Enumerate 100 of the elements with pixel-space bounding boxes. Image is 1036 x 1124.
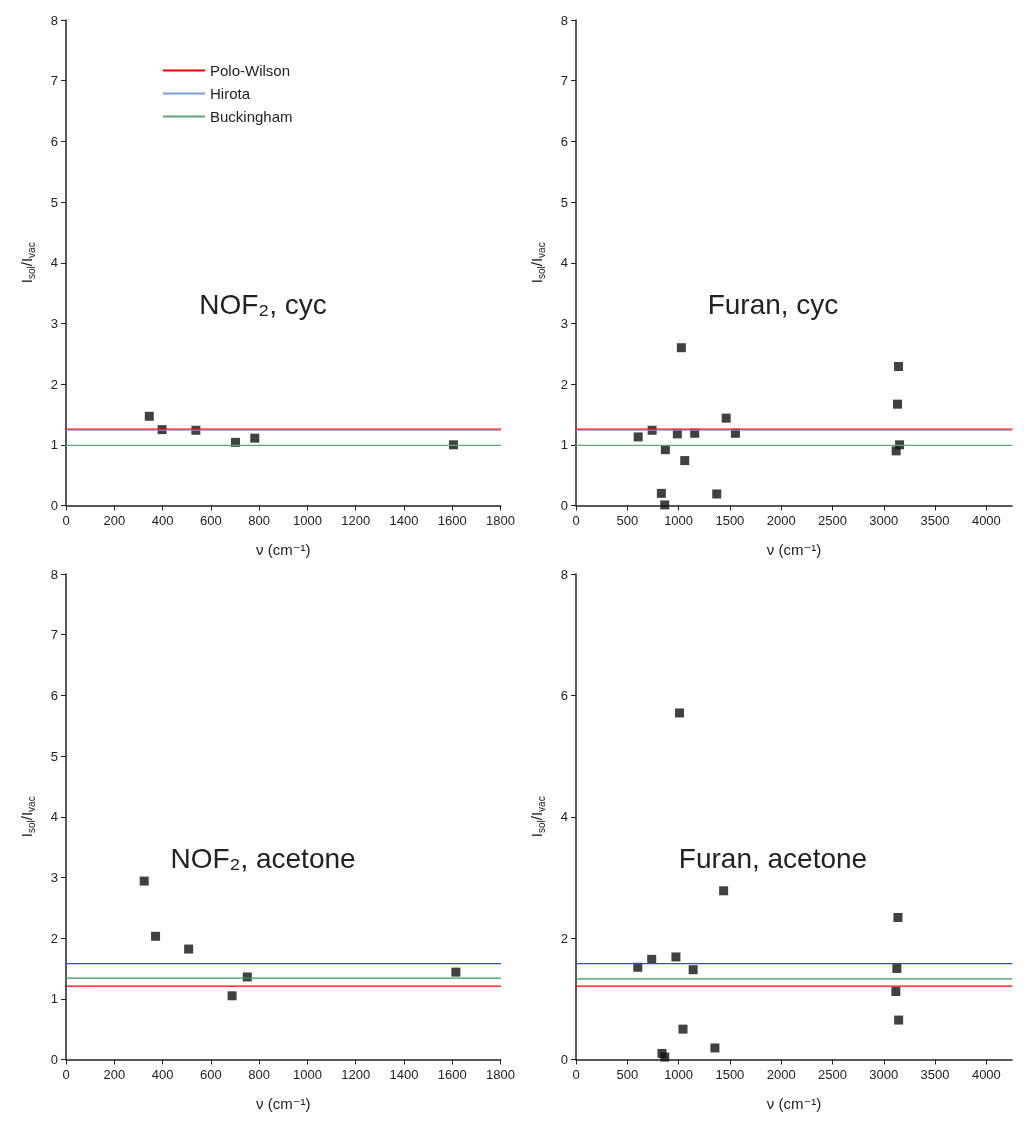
y-tick-label: 3 bbox=[50, 315, 58, 331]
x-axis-title: ν (cm⁻¹) bbox=[255, 541, 311, 558]
x-tick-label: 1000 bbox=[664, 1066, 694, 1082]
y-tick-label: 8 bbox=[560, 566, 568, 582]
y-tick-label: 4 bbox=[50, 255, 58, 271]
x-tick-label: 3500 bbox=[920, 512, 950, 528]
point bbox=[710, 1043, 720, 1053]
point bbox=[660, 1052, 670, 1062]
x-axis-title: ν (cm⁻¹) bbox=[766, 541, 822, 558]
point bbox=[891, 987, 901, 997]
x-tick-label: 800 bbox=[248, 512, 270, 528]
x-tick-label: 200 bbox=[103, 512, 126, 528]
point bbox=[675, 708, 685, 718]
y-tick-label: 4 bbox=[50, 809, 58, 825]
y-tick-label: 5 bbox=[560, 194, 568, 210]
y-tick-label: 7 bbox=[50, 73, 58, 89]
x-tick-label: 1600 bbox=[437, 512, 467, 528]
point bbox=[139, 876, 149, 886]
y-tick-label: 8 bbox=[50, 12, 58, 28]
x-tick-label: 1000 bbox=[664, 512, 694, 528]
legend-label: Buckingham bbox=[210, 108, 293, 125]
text: Furan, cyc bbox=[707, 288, 839, 320]
y-tick-label: 1 bbox=[50, 991, 58, 1007]
text: Furan, acetone bbox=[678, 842, 868, 874]
y-tick-label: 3 bbox=[50, 869, 58, 885]
point bbox=[660, 500, 670, 510]
x-tick-label: 2500 bbox=[818, 1066, 847, 1082]
text: NOF₂, cyc bbox=[199, 288, 327, 320]
y-tick-label: 7 bbox=[560, 73, 568, 89]
x-tick-label: 600 bbox=[200, 512, 222, 528]
x-tick-label: 4000 bbox=[971, 1066, 1001, 1082]
x-tick-label: 500 bbox=[616, 512, 639, 528]
x-tick-label: 1000 bbox=[292, 512, 322, 528]
x-tick-label: 1400 bbox=[389, 1066, 419, 1082]
point bbox=[671, 952, 681, 962]
y-tick-label: 6 bbox=[560, 687, 568, 703]
x-tick-label: 1800 bbox=[486, 1066, 515, 1082]
x-tick-label: 400 bbox=[151, 512, 174, 528]
y-tick-label: 4 bbox=[560, 255, 568, 271]
y-tick-label: 0 bbox=[560, 1052, 568, 1067]
x-tick-label: 600 bbox=[200, 1066, 222, 1082]
x-tick-label: 4000 bbox=[971, 512, 1001, 528]
legend-label: Hirota bbox=[210, 85, 251, 102]
legend-label: Polo-Wilson bbox=[210, 62, 291, 79]
x-tick-label: 500 bbox=[616, 1066, 639, 1082]
y-tick-label: 8 bbox=[560, 12, 568, 28]
x-tick-label: 0 bbox=[62, 1066, 70, 1082]
point bbox=[894, 1015, 904, 1025]
y-tick-label: 8 bbox=[50, 566, 58, 582]
x-tick-label: 400 bbox=[151, 1066, 174, 1082]
point bbox=[893, 399, 903, 409]
x-tick-label: 1800 bbox=[486, 512, 515, 528]
point bbox=[893, 912, 903, 922]
x-axis-title: ν (cm⁻¹) bbox=[766, 1095, 822, 1112]
y-tick-label: 0 bbox=[50, 498, 58, 513]
point bbox=[678, 1024, 688, 1034]
point bbox=[144, 411, 154, 421]
y-tick-label: 1 bbox=[50, 437, 58, 453]
y-tick-label: 2 bbox=[50, 930, 58, 946]
y-tick-label: 7 bbox=[50, 627, 58, 643]
x-tick-label: 1600 bbox=[437, 1066, 467, 1082]
x-tick-label: 2500 bbox=[818, 512, 847, 528]
point bbox=[633, 432, 643, 442]
y-tick-label: 5 bbox=[50, 194, 58, 210]
x-tick-label: 800 bbox=[248, 1066, 270, 1082]
y-tick-label: 2 bbox=[50, 376, 58, 392]
point bbox=[151, 931, 161, 941]
x-axis-title: ν (cm⁻¹) bbox=[255, 1095, 311, 1112]
point bbox=[656, 488, 666, 498]
x-tick-label: 3500 bbox=[920, 1066, 950, 1082]
x-tick-label: 2000 bbox=[766, 512, 796, 528]
y-tick-label: 0 bbox=[560, 498, 568, 513]
x-tick-label: 3000 bbox=[869, 512, 899, 528]
y-tick-label: 4 bbox=[560, 809, 568, 825]
x-tick-label: 1200 bbox=[341, 1066, 371, 1082]
y-tick-label: 6 bbox=[50, 687, 58, 703]
y-tick-label: 1 bbox=[560, 437, 568, 453]
point bbox=[676, 343, 686, 353]
y-tick-label: 3 bbox=[560, 315, 568, 331]
x-tick-label: 1200 bbox=[341, 512, 371, 528]
point bbox=[227, 991, 237, 1001]
x-tick-label: 200 bbox=[103, 1066, 126, 1082]
point bbox=[250, 433, 260, 443]
point bbox=[712, 489, 722, 499]
x-tick-label: 1400 bbox=[389, 512, 419, 528]
y-tick-label: 0 bbox=[50, 1052, 58, 1067]
y-tick-label: 6 bbox=[560, 133, 568, 149]
point bbox=[451, 967, 461, 977]
x-tick-label: 2000 bbox=[766, 1066, 796, 1082]
point bbox=[719, 886, 729, 896]
point bbox=[721, 413, 731, 423]
point bbox=[184, 944, 194, 954]
point bbox=[894, 362, 904, 372]
y-tick-label: 2 bbox=[560, 930, 568, 946]
point bbox=[892, 963, 902, 973]
text: NOF₂, acetone bbox=[170, 842, 356, 874]
x-tick-label: 0 bbox=[62, 512, 70, 528]
x-tick-label: 1500 bbox=[715, 512, 745, 528]
point bbox=[680, 456, 690, 466]
x-tick-label: 3000 bbox=[869, 1066, 899, 1082]
